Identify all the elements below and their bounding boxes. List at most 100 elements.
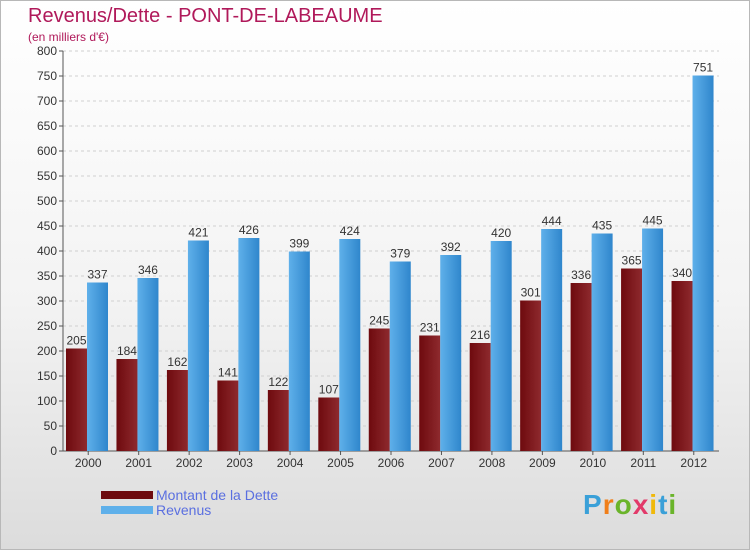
y-tick-label: 150 <box>37 369 57 383</box>
bar-dette <box>267 390 289 451</box>
data-label-dette: 184 <box>117 344 137 358</box>
data-label-dette: 245 <box>369 314 389 328</box>
data-label-dette: 162 <box>167 355 187 369</box>
legend-label-dette: Montant de la Dette <box>156 486 279 503</box>
data-label-dette: 340 <box>672 266 692 280</box>
logo-letter: i <box>649 489 659 520</box>
legend: Montant de la Dette Revenus <box>101 486 279 518</box>
legend-item-dette: Montant de la Dette <box>101 486 279 503</box>
y-tick-label: 650 <box>37 119 57 133</box>
bar-dette <box>671 281 693 451</box>
proxiti-logo: Proxiti <box>583 489 677 521</box>
x-tick-label: 2004 <box>277 456 304 470</box>
bar-dette <box>166 370 188 451</box>
bar-revenus <box>339 239 361 451</box>
bar-revenus <box>288 251 310 451</box>
logo-letter: t <box>658 489 669 520</box>
y-tick-label: 600 <box>37 144 57 158</box>
x-tick-label: 2008 <box>479 456 506 470</box>
data-label-revenus: 337 <box>87 268 107 282</box>
y-tick-label: 250 <box>37 319 57 333</box>
y-tick-label: 800 <box>37 44 57 58</box>
chart-title: Revenus/Dette - PONT-DE-LABEAUME <box>28 5 383 27</box>
data-label-revenus: 751 <box>693 61 713 75</box>
bar-revenus <box>692 75 714 451</box>
x-tick-label: 2003 <box>226 456 253 470</box>
x-tick-label: 2006 <box>378 456 405 470</box>
x-tick-label: 2012 <box>680 456 707 470</box>
bar-dette <box>217 380 239 451</box>
data-label-dette: 205 <box>66 334 86 348</box>
data-label-revenus: 420 <box>491 226 511 240</box>
legend-swatch-revenus <box>101 505 153 514</box>
y-tick-label: 400 <box>37 244 57 258</box>
x-tick-label: 2007 <box>428 456 455 470</box>
y-tick-label: 50 <box>44 419 58 433</box>
logo-letter: r <box>602 489 615 520</box>
x-tick-label: 2001 <box>125 456 152 470</box>
data-label-dette: 216 <box>470 328 490 342</box>
legend-item-revenus: Revenus <box>101 501 278 518</box>
data-label-revenus: 426 <box>239 223 259 237</box>
data-label-revenus: 346 <box>138 263 158 277</box>
x-tick-label: 2000 <box>75 456 102 470</box>
bar-dette <box>419 335 441 451</box>
bar-dette <box>621 268 643 451</box>
y-tick-label: 550 <box>37 169 57 183</box>
y-tick-label: 200 <box>37 344 57 358</box>
x-tick-label: 2009 <box>529 456 556 470</box>
bar-revenus <box>490 241 512 451</box>
bar-revenus <box>187 240 209 451</box>
data-label-revenus: 435 <box>592 219 612 233</box>
data-label-revenus: 379 <box>390 247 410 261</box>
chart-subtitle: (en milliers d'€) <box>28 30 109 44</box>
x-tick-label: 2010 <box>579 456 606 470</box>
data-label-revenus: 421 <box>188 226 208 240</box>
data-label-dette: 301 <box>521 286 541 300</box>
bar-revenus <box>137 278 159 451</box>
bar-revenus <box>591 233 613 451</box>
logo-letter: P <box>583 489 603 520</box>
logo-letter: i <box>668 489 678 520</box>
data-label-revenus: 392 <box>441 240 461 254</box>
legend-label-revenus: Revenus <box>156 501 212 518</box>
data-label-dette: 336 <box>571 268 591 282</box>
y-tick-label: 450 <box>37 219 57 233</box>
data-label-revenus: 444 <box>542 214 562 228</box>
bars <box>66 75 714 451</box>
bar-dette <box>368 328 390 451</box>
data-label-revenus: 445 <box>643 214 663 228</box>
data-label-revenus: 424 <box>340 224 360 238</box>
y-tick-label: 750 <box>37 69 57 83</box>
x-tick-label: 2011 <box>630 456 656 470</box>
y-tick-label: 300 <box>37 294 57 308</box>
bar-dette <box>469 343 491 451</box>
data-label-revenus: 399 <box>289 237 309 251</box>
y-tick-label: 0 <box>50 444 57 458</box>
bar-chart: 0 50 100 150 200 250 300 350 400 450 500 550 600 650 7… <box>37 44 719 470</box>
logo-letter: x <box>632 489 650 520</box>
bar-dette <box>520 300 542 451</box>
bar-revenus <box>642 228 664 451</box>
data-label-dette: 231 <box>420 321 440 335</box>
data-label-dette: 365 <box>622 254 642 268</box>
bar-revenus <box>87 282 108 451</box>
data-labels: 205 337 184 346 162 421 141 426 122 399 107 424 245 3… <box>66 61 713 397</box>
bar-revenus <box>440 255 462 451</box>
data-label-dette: 107 <box>319 383 339 397</box>
data-label-dette: 141 <box>218 366 238 380</box>
y-tick-label: 100 <box>37 394 57 408</box>
bar-dette <box>66 348 87 451</box>
bar-revenus <box>389 261 411 451</box>
y-tick-label: 700 <box>37 94 57 108</box>
bar-revenus <box>541 229 563 451</box>
bar-dette <box>570 283 592 451</box>
bar-dette <box>318 397 340 451</box>
legend-swatch-dette <box>101 490 153 499</box>
x-tick-label: 2005 <box>327 456 354 470</box>
data-label-dette: 122 <box>268 375 288 389</box>
bar-dette <box>116 359 138 451</box>
y-tick-label: 500 <box>37 194 57 208</box>
logo-letter: o <box>614 489 633 520</box>
